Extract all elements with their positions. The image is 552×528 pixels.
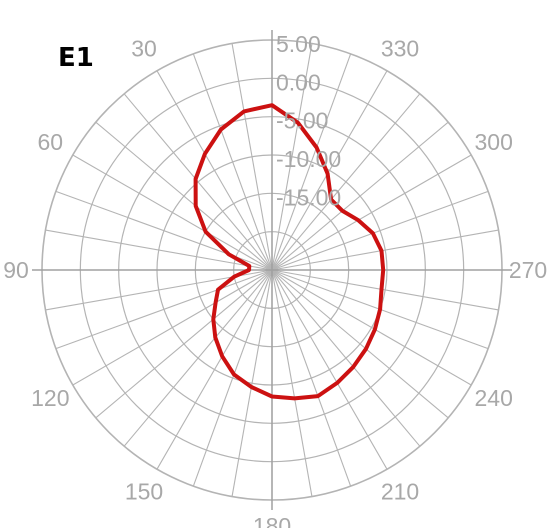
grid-spoke: [123, 93, 273, 271]
angle-tick-label: 150: [125, 479, 163, 505]
grid-spoke: [271, 269, 499, 311]
angle-tick-label: 270: [509, 257, 547, 283]
radial-tick-label: -5.00: [276, 108, 328, 134]
grid-spoke: [95, 269, 273, 419]
grid-spoke: [192, 269, 273, 487]
angle-tick-label: 210: [381, 479, 419, 505]
angle-tick-label: 120: [31, 385, 69, 411]
grid-spoke: [231, 43, 273, 271]
angle-tick-label: 60: [38, 129, 64, 155]
grid-spoke: [45, 229, 273, 271]
series-line: [193, 103, 386, 401]
angle-tick-label: 30: [131, 35, 157, 61]
grid-spoke: [156, 70, 273, 271]
radial-tick-label: 5.00: [276, 31, 321, 57]
grid-spoke: [271, 269, 388, 470]
grid-spoke: [271, 70, 388, 271]
radial-tick-label: -10.00: [276, 146, 341, 172]
grid-spoke: [271, 154, 472, 271]
grid-spoke: [192, 53, 273, 271]
series-layer: [193, 103, 386, 401]
grid-spoke: [72, 269, 273, 386]
polar-grid: [32, 30, 512, 510]
panel-label: E1: [58, 43, 94, 73]
grid-spoke: [271, 229, 499, 271]
angle-tick-label: 330: [381, 35, 419, 61]
angle-tick-label: 90: [3, 257, 29, 283]
grid-spoke: [271, 53, 352, 271]
grid-spoke: [95, 121, 273, 271]
grid-spoke: [271, 93, 421, 271]
angle-tick-label: 180: [253, 513, 291, 528]
grid-spoke: [271, 190, 489, 271]
grid-spoke: [271, 269, 313, 497]
grid-spoke: [156, 269, 273, 470]
grid-spoke: [271, 269, 421, 447]
grid-spoke: [55, 269, 273, 350]
grid-spoke: [271, 43, 313, 271]
grid-spoke: [271, 269, 352, 487]
label-layer: 30 60 90 120 150 180 210 240 270 300 330 5.00 0.00 -5…: [3, 31, 547, 528]
grid-spoke: [271, 269, 472, 386]
angle-tick-label: 240: [475, 385, 513, 411]
grid-spoke: [123, 269, 273, 447]
radial-tick-label: -15.00: [276, 184, 341, 210]
grid-spoke: [231, 269, 273, 497]
angle-tick-label: 300: [475, 129, 513, 155]
radial-tick-label: 0.00: [276, 69, 321, 95]
grid-spoke: [271, 269, 449, 419]
grid-spoke: [271, 121, 449, 271]
grid-spoke: [72, 154, 273, 271]
